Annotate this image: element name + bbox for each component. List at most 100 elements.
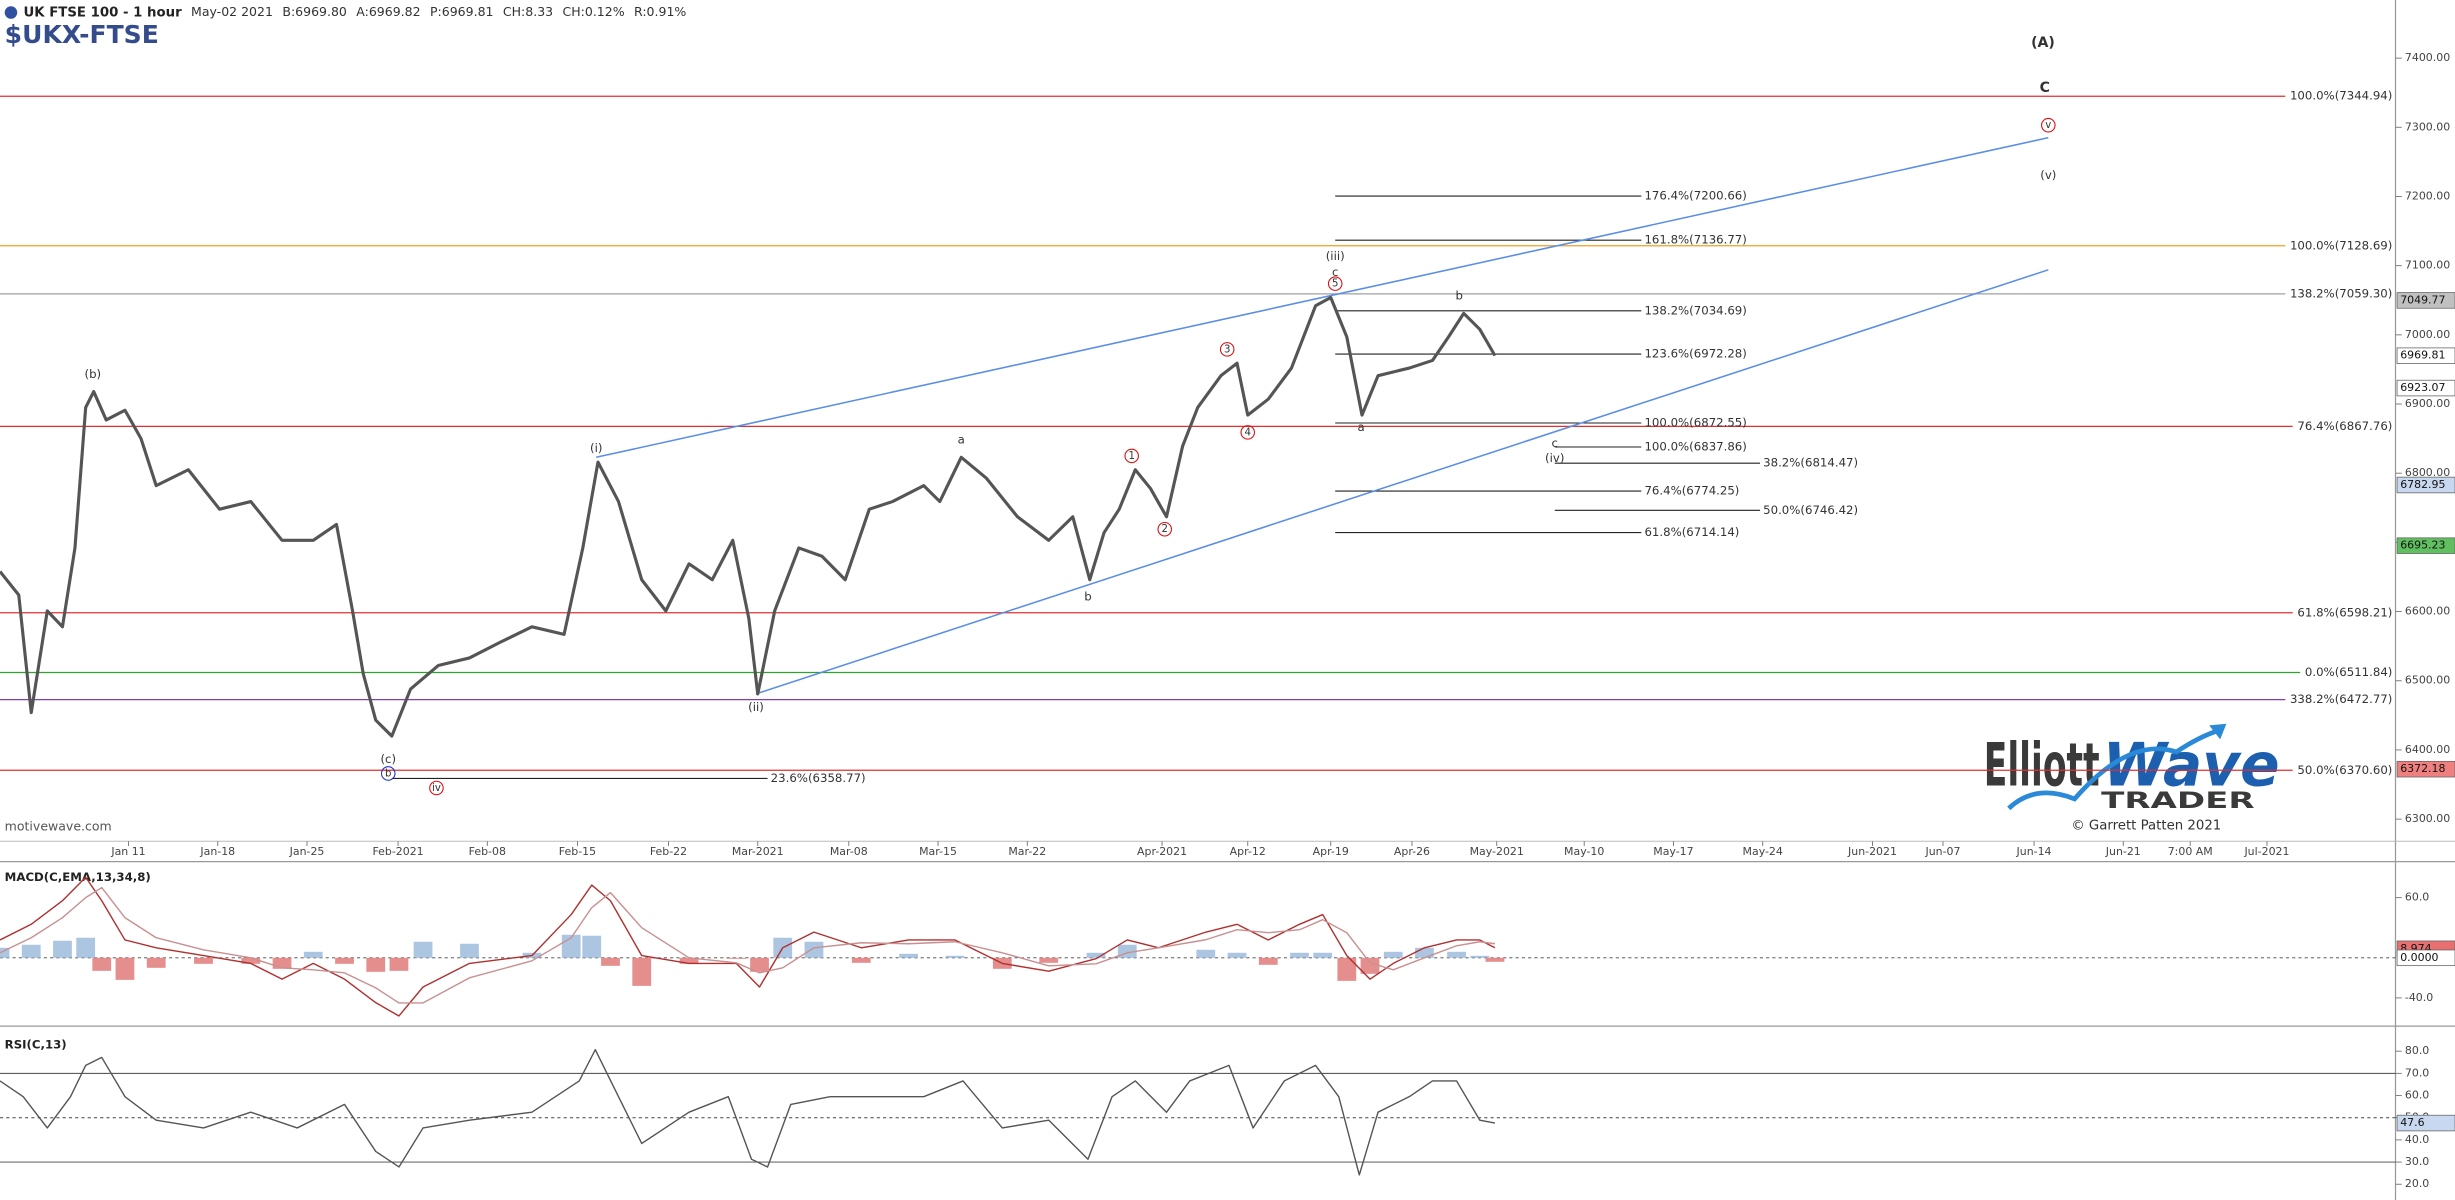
price-tag [2396,476,2455,494]
histogram-bar [92,957,112,971]
histogram-bar [1313,952,1333,958]
histogram-bar [945,955,965,958]
x-tick-label: Feb-22 [650,845,687,858]
logo: Elliott Wave TRADER © Garrett Patten 202… [1984,723,2280,834]
price-tag-label: 7049.77 [2400,293,2445,306]
wave-circle [2041,117,2056,133]
x-tick-label: Apr-2021 [1137,845,1187,858]
wave-label: (A) [2031,35,2055,51]
extension-label: 38.2%(6814.47) [1763,456,1858,470]
wave-label: (b) [85,367,102,381]
extension-label: 61.8%(6714.14) [1644,525,1739,539]
price-tag [2396,379,2455,397]
macd-title: MACD(C,EMA,13,34,8) [5,870,151,884]
histogram-bar [1470,955,1490,958]
logo-swoosh [2007,727,2221,811]
series-line [0,876,1496,1017]
histogram-bar [53,940,72,958]
quote-item: CH:8.33 [503,4,553,19]
histogram-bar [0,947,10,958]
rsi-title: RSI(C,13) [5,1037,67,1051]
histogram-bar [115,957,135,980]
wave-circle [1124,448,1139,464]
symbol-icon [4,6,18,19]
histogram-bar [679,957,699,964]
symbol: $UKX-FTSE [5,20,159,49]
wave-label: iv [432,783,441,794]
y-tick-label: 20.0 [2405,1177,2429,1190]
histogram-bar [1447,951,1466,958]
x-tick-label: Jan 11 [110,845,145,858]
x-tick-label: May-24 [1743,845,1783,858]
histogram-bar [146,957,166,968]
price-tag-label: 6372.18 [2400,762,2445,775]
extension-label: 138.2%(7034.69) [1644,303,1746,317]
histogram-bar [804,941,824,958]
wave-label: a [958,432,965,446]
histogram-bar [582,935,602,958]
quote-item: P:6969.81 [430,4,494,19]
logo-text: TRADER [2101,789,2255,814]
histogram-bar [851,957,871,963]
wave-label: 4 [1244,427,1250,438]
x-tick-label: Jun-2021 [1847,845,1897,858]
x-tick-label: Jun-21 [2105,845,2141,858]
watermark: motivewave.com [5,819,112,834]
wave-label: b [1456,289,1463,303]
quote-item: R:0.91% [634,4,686,19]
y-tick-label: 30.0 [2405,1155,2429,1168]
histogram-bar [76,937,96,958]
histogram-bar [1337,957,1357,981]
price-tag [2396,1114,2455,1132]
y-tick-label: 7000.00 [2405,328,2450,341]
y-tick-label: 70.0 [2405,1066,2429,1079]
quote-bar: May-02 2021 B:6969.80 A:6969.82 P:6969.81 CH… [191,4,686,19]
wave-circle [1219,342,1235,357]
price-tag-label: 47.6 [2400,1116,2424,1129]
x-tick-label: Mar-2021 [732,845,784,858]
histogram-bar [194,957,213,964]
x-tick-label: May-17 [1653,845,1693,858]
wave-label: (ii) [748,700,764,714]
y-tick-label: 6900.00 [2405,397,2450,410]
x-tick-label: Apr-26 [1394,845,1430,858]
y-tick-label: 7400.00 [2405,51,2450,64]
histogram-bar [1415,947,1434,958]
wave-label: c [1552,436,1558,450]
histogram-bar [632,957,652,986]
series-line [0,1048,1496,1176]
series-line [0,295,1497,738]
series-line [0,886,1496,1004]
x-tick-label: Mar-15 [919,845,957,858]
x-tick-label: Mar-08 [830,845,868,858]
histogram-bar [1258,957,1278,965]
price-tag-label: 6923.07 [2400,381,2445,394]
histogram-bar [1086,952,1106,958]
quote-item: CH:0.12% [563,4,625,19]
level-label: 338.2%(6472.77) [2290,692,2392,706]
pane [0,876,2396,1017]
histogram-bar [1039,957,1059,963]
price-tag [2396,347,2455,364]
extension-label: 23.6%(6358.77) [771,771,866,785]
histogram-bar [1196,949,1216,958]
histogram-bar [726,957,746,959]
extension-label: 76.4%(6774.25) [1644,484,1739,498]
x-tick-label: 7:00 AM [2168,845,2213,858]
quote-item: B:6969.80 [282,4,347,19]
wave-label: c [1332,265,1338,279]
quote-item: May-02 2021 [191,4,273,19]
y-tick-label: 40.0 [2405,1133,2429,1146]
level-label: 100.0%(7128.69) [2290,238,2392,252]
histogram-bar [1383,951,1403,958]
level-label: 138.2%(7059.30) [2290,286,2392,300]
wave-label: (iii) [1326,249,1345,263]
price-tag [2396,760,2455,778]
y-tick-label: 60.0 [2405,1089,2429,1102]
histogram-bar [1227,952,1247,958]
price-tag [2396,949,2455,967]
wave-label: b [385,768,391,779]
